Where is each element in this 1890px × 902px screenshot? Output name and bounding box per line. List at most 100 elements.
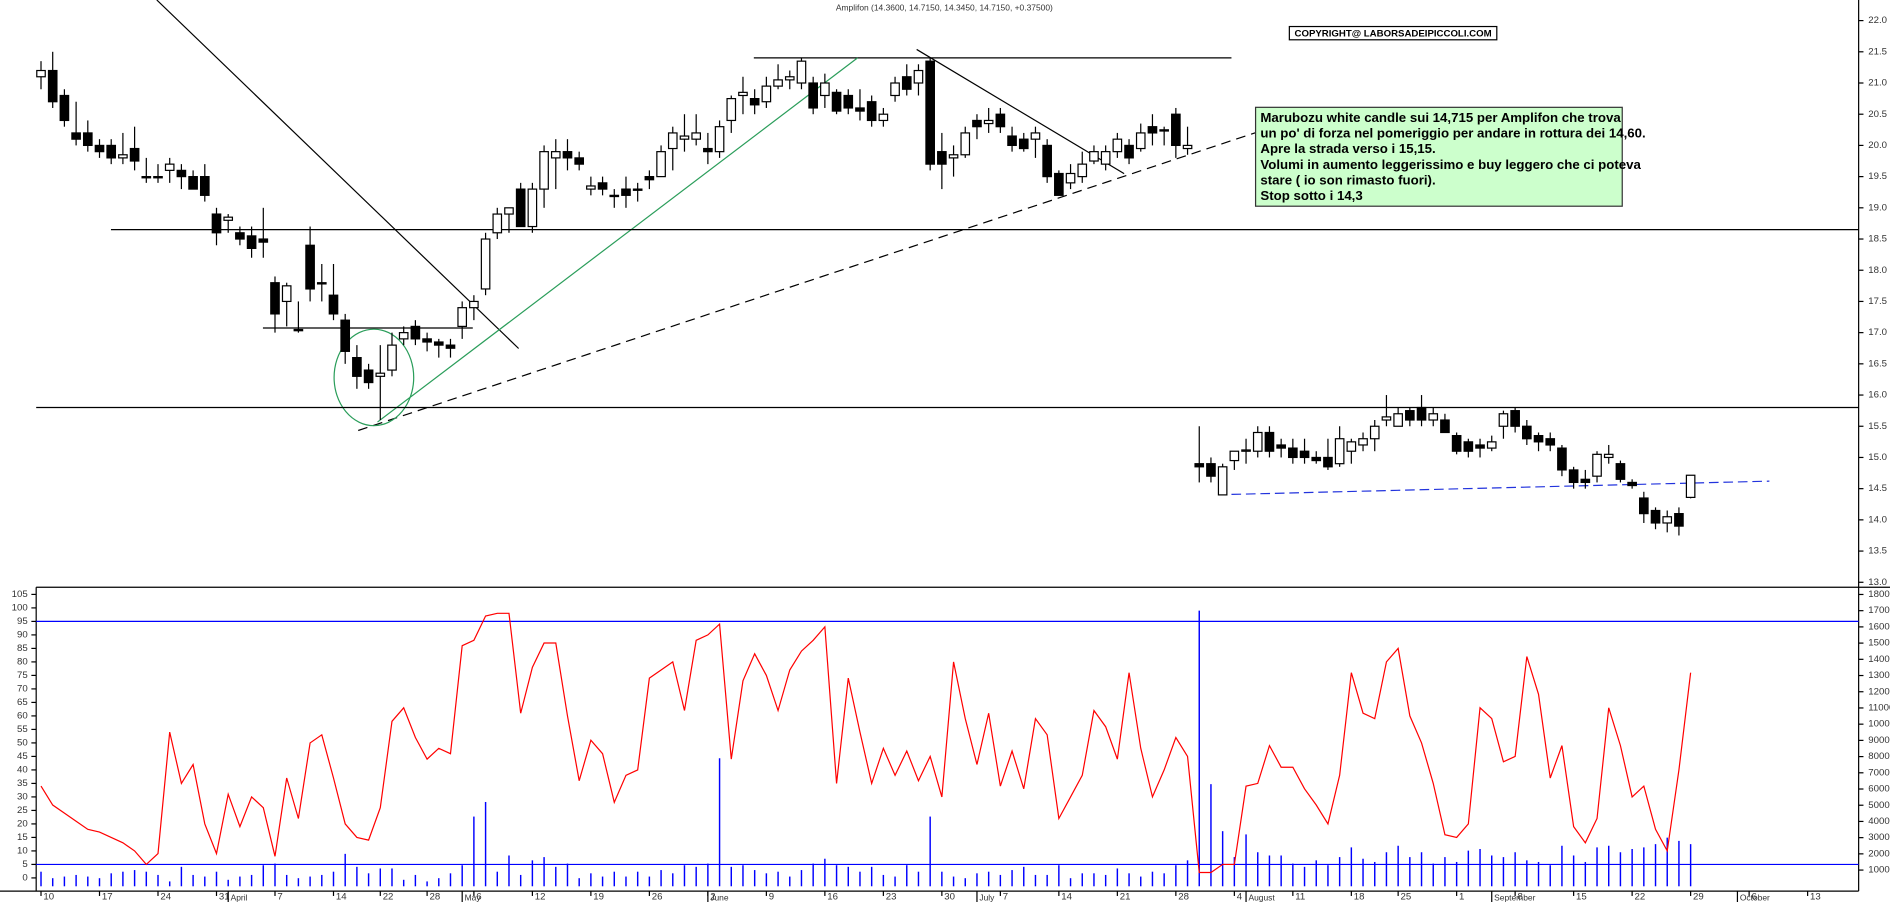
candle-body (469, 300, 479, 309)
y-tick-label: 21.0 (1868, 78, 1887, 89)
candle-body (878, 113, 889, 122)
candle-body (375, 372, 386, 377)
y-tick-label: 14.5 (1868, 483, 1887, 494)
trendline (377, 57, 858, 423)
month-label: August (1248, 893, 1275, 902)
x-tick-label: 6 (476, 892, 481, 902)
candle-body (1662, 516, 1673, 524)
annotation-line: Stop sotto i 14,3 (1260, 188, 1362, 203)
candle-body (1100, 151, 1111, 165)
candle-body (632, 188, 643, 191)
candle-body (574, 157, 585, 165)
x-tick-label: 1 (1459, 892, 1464, 902)
y-tick-label: 55 (17, 724, 28, 735)
y-tick-label: 105 (12, 589, 28, 600)
candle-body (667, 132, 678, 150)
candle-body (1346, 441, 1357, 452)
candle-body (1252, 431, 1263, 452)
y-tick-label: 18.5 (1868, 234, 1887, 245)
y-tick-label: 13.0 (1868, 577, 1887, 588)
x-tick-label: 6 (1752, 892, 1757, 902)
candle-body (118, 154, 128, 159)
candle-body (890, 82, 900, 97)
x-tick-label: 15 (1576, 892, 1587, 902)
x-tick-label: 7 (277, 892, 282, 902)
candle-body (316, 282, 327, 285)
candle-body (1135, 132, 1146, 150)
candle-body (398, 332, 409, 340)
y-tick-label: 17.0 (1868, 327, 1887, 338)
candle-body (1440, 419, 1450, 434)
candle-body (1393, 413, 1403, 427)
candle-body (1288, 447, 1298, 459)
y-tick-label: 10 (17, 845, 28, 856)
x-tick-label: 30 (944, 892, 955, 902)
x-tick-label: 28 (1178, 892, 1189, 902)
candle-body (1311, 456, 1322, 462)
x-tick-label: 28 (430, 892, 441, 902)
candle-body (539, 151, 549, 190)
candle-body (820, 82, 830, 97)
trendline (156, 0, 520, 349)
candle-body (1241, 449, 1251, 452)
candle-body (1089, 151, 1099, 162)
candle-body (504, 207, 514, 215)
y2-tick-label: 10000 (1868, 719, 1890, 730)
candle-body (609, 194, 620, 198)
candle-body (1416, 406, 1427, 421)
candle-body (1486, 441, 1497, 449)
candle-body (597, 182, 608, 190)
x-tick-label: 16 (827, 892, 838, 902)
candle-body (1451, 435, 1462, 452)
chart-title: Amplifon (14.3600, 14.7150, 14.3450, 14.… (836, 3, 1053, 13)
y2-tick-label: 2000 (1868, 848, 1889, 859)
month-label: October (1740, 893, 1770, 902)
candle-body (1674, 513, 1684, 527)
annotation-line: Marubozu white candle sui 14,715 per Amp… (1260, 110, 1621, 125)
candle-body (188, 176, 198, 190)
y2-tick-label: 16000 (1868, 621, 1890, 632)
candle-body (714, 126, 725, 153)
candle-body (71, 132, 81, 140)
y2-tick-label: 5000 (1868, 800, 1889, 811)
plot: 13.0 13.5 14.0 14.5 15.0 15.5 16.0 16.5 17.0 17.5… (12, 15, 1890, 902)
y-tick-label: 80 (17, 656, 28, 667)
y-tick-label: 14.0 (1868, 514, 1887, 525)
x-tick-label: 11 (1295, 892, 1305, 902)
candle-body (1615, 463, 1626, 480)
y2-tick-label: 18000 (1868, 589, 1890, 600)
y-tick-label: 19.5 (1868, 171, 1887, 182)
y-tick-label: 100 (12, 602, 28, 613)
x-tick-label: 2 (710, 892, 715, 902)
candle-body (1182, 144, 1193, 150)
annotation-line: Volumi in aumento leggerissimo e buy leg… (1260, 157, 1641, 172)
candle-body (738, 91, 748, 97)
y-tick-label: 20 (17, 818, 28, 829)
annotation-box (1254, 106, 1623, 207)
candle-body (948, 154, 959, 159)
candle-body (153, 176, 163, 179)
candle-body (550, 151, 561, 159)
candle-body (328, 294, 339, 315)
highlight-circle (333, 328, 415, 427)
y-tick-label: 18.0 (1868, 265, 1887, 276)
y2-tick-label: 4000 (1868, 816, 1889, 827)
candle-body (1650, 509, 1661, 524)
candle-body (422, 338, 432, 343)
candle-body (1159, 129, 1169, 132)
y2-tick-label: 15000 (1868, 638, 1890, 649)
candle-body (749, 98, 760, 106)
candle-body (106, 144, 117, 159)
x-tick-label: 14 (336, 892, 347, 902)
candle-body (1685, 474, 1696, 498)
month-label: April (231, 893, 248, 902)
candle-body (726, 98, 737, 122)
candle-body (480, 238, 491, 290)
y-tick-label: 50 (17, 737, 28, 748)
candle-body (562, 151, 573, 159)
y-tick-label: 17.5 (1868, 296, 1887, 307)
candle-body (1065, 172, 1076, 184)
annotation-line: un po' di forza nel pomeriggio per andar… (1260, 125, 1645, 140)
candle-body (293, 328, 304, 332)
x-tick-label: 4 (1237, 892, 1243, 902)
